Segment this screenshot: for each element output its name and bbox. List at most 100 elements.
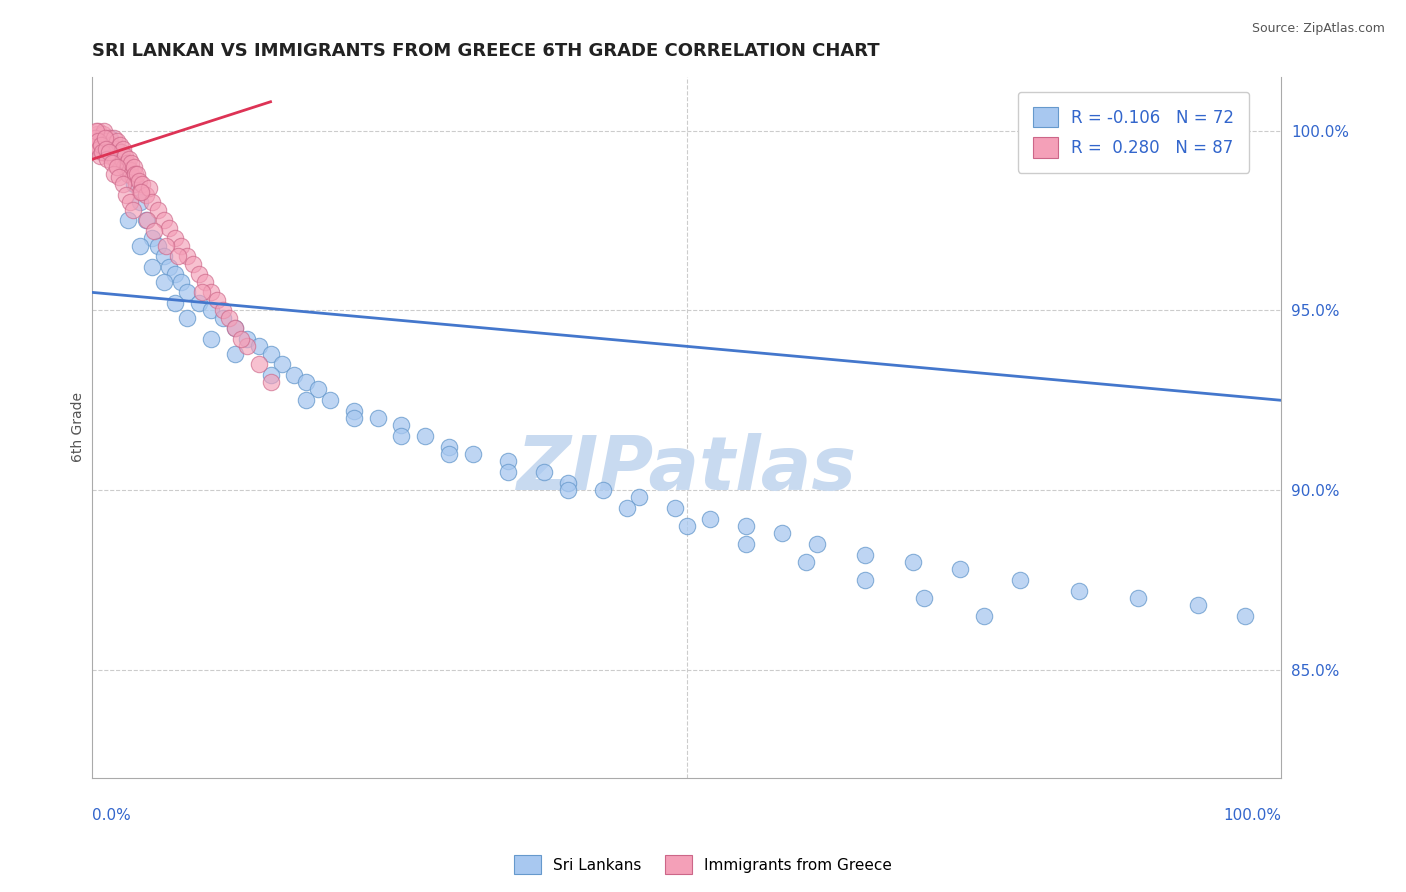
Point — [135, 213, 157, 227]
Point — [124, 167, 146, 181]
Point — [176, 310, 198, 325]
Point — [115, 156, 138, 170]
Point — [110, 145, 132, 160]
Point — [128, 185, 150, 199]
Point — [128, 238, 150, 252]
Point — [86, 123, 108, 137]
Point — [105, 134, 128, 148]
Point — [165, 268, 187, 282]
Point — [229, 332, 252, 346]
Point — [190, 285, 212, 300]
Text: ZIPatlas: ZIPatlas — [516, 433, 856, 506]
Point — [794, 555, 817, 569]
Point — [949, 562, 972, 576]
Point — [101, 145, 124, 160]
Point — [159, 260, 181, 275]
Point — [117, 167, 139, 181]
Point — [181, 257, 204, 271]
Point — [343, 404, 366, 418]
Point — [247, 339, 270, 353]
Point — [224, 321, 246, 335]
Point — [87, 142, 110, 156]
Point — [104, 142, 127, 156]
Point — [108, 170, 131, 185]
Point — [1128, 591, 1150, 606]
Point — [616, 501, 638, 516]
Point — [735, 537, 758, 551]
Point — [84, 130, 107, 145]
Point — [104, 142, 127, 156]
Point — [104, 153, 127, 167]
Point — [437, 440, 460, 454]
Point — [146, 202, 169, 217]
Point — [247, 357, 270, 371]
Point — [152, 213, 174, 227]
Point — [205, 293, 228, 307]
Point — [218, 310, 240, 325]
Point — [259, 376, 281, 390]
Point — [271, 357, 294, 371]
Point — [1008, 573, 1031, 587]
Point — [112, 142, 135, 156]
Point — [128, 174, 150, 188]
Point — [295, 393, 318, 408]
Point — [1187, 599, 1209, 613]
Point — [98, 130, 121, 145]
Point — [138, 181, 160, 195]
Point — [176, 285, 198, 300]
Point — [200, 303, 222, 318]
Text: Source: ZipAtlas.com: Source: ZipAtlas.com — [1251, 22, 1385, 36]
Point — [295, 376, 318, 390]
Point — [188, 296, 211, 310]
Point — [118, 195, 141, 210]
Point — [461, 447, 484, 461]
Point — [141, 260, 163, 275]
Point — [101, 156, 124, 170]
Point — [93, 130, 115, 145]
Point — [117, 213, 139, 227]
Point — [111, 153, 134, 167]
Point — [413, 429, 436, 443]
Point — [259, 346, 281, 360]
Point — [121, 170, 143, 185]
Point — [89, 149, 111, 163]
Point — [93, 123, 115, 137]
Point — [557, 475, 579, 490]
Point — [901, 555, 924, 569]
Point — [166, 249, 188, 263]
Point — [105, 160, 128, 174]
Point — [94, 145, 117, 160]
Point — [146, 238, 169, 252]
Text: 0.0%: 0.0% — [93, 808, 131, 823]
Point — [120, 156, 142, 170]
Text: 100.0%: 100.0% — [1223, 808, 1281, 823]
Text: SRI LANKAN VS IMMIGRANTS FROM GREECE 6TH GRADE CORRELATION CHART: SRI LANKAN VS IMMIGRANTS FROM GREECE 6TH… — [93, 42, 880, 60]
Point — [165, 231, 187, 245]
Point — [628, 491, 651, 505]
Point — [498, 465, 520, 479]
Point — [200, 332, 222, 346]
Point — [100, 137, 122, 152]
Point — [664, 501, 686, 516]
Point — [1234, 609, 1257, 624]
Point — [498, 454, 520, 468]
Point — [165, 296, 187, 310]
Point — [735, 519, 758, 533]
Y-axis label: 6th Grade: 6th Grade — [72, 392, 86, 462]
Point — [143, 224, 166, 238]
Point — [125, 178, 148, 192]
Point — [96, 134, 118, 148]
Point — [155, 238, 177, 252]
Point — [194, 275, 217, 289]
Point — [224, 321, 246, 335]
Point — [853, 573, 876, 587]
Point — [122, 202, 145, 217]
Point — [188, 268, 211, 282]
Point — [141, 195, 163, 210]
Point — [806, 537, 828, 551]
Point — [699, 512, 721, 526]
Point — [152, 275, 174, 289]
Point — [107, 149, 129, 163]
Point — [770, 526, 793, 541]
Point — [111, 178, 134, 192]
